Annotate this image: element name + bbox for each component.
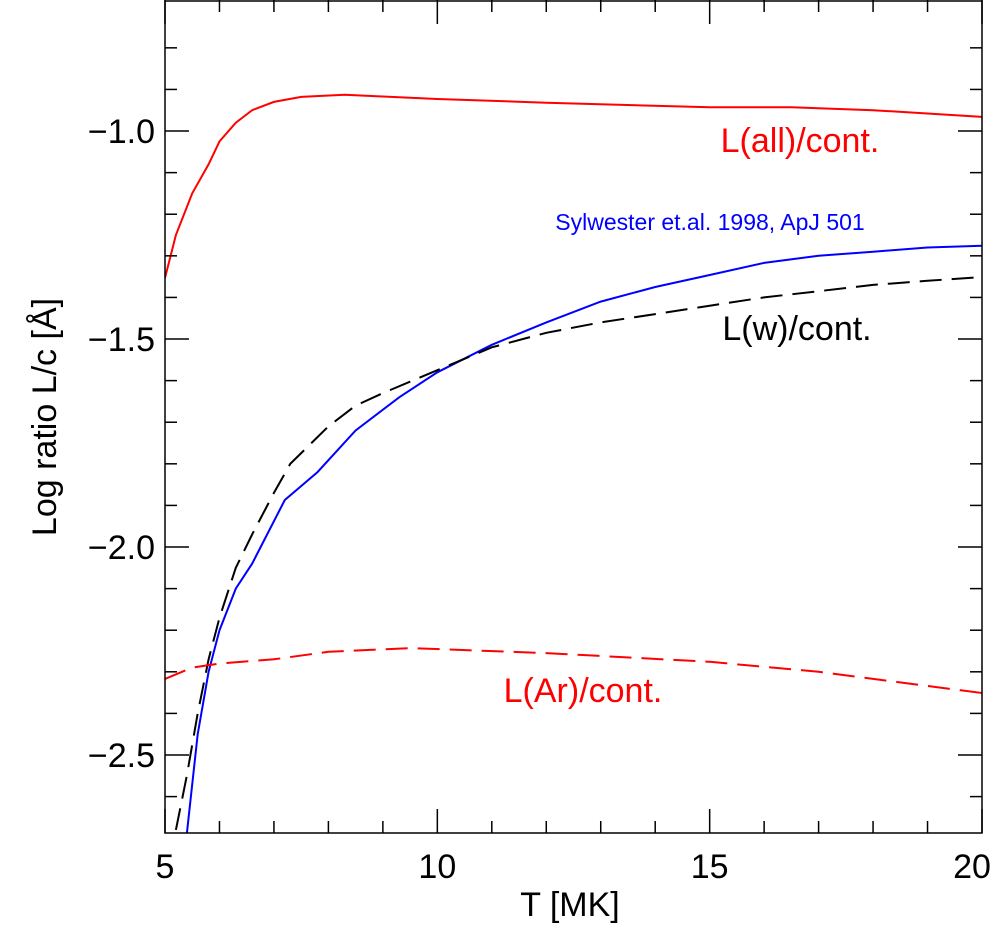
series-line	[165, 647, 982, 694]
x-tick-label: 15	[691, 848, 729, 886]
series-label: L(Ar)/cont.	[504, 672, 663, 710]
series-line	[174, 276, 982, 831]
y-tick-label: −1.0	[88, 113, 155, 151]
series-line	[165, 93, 982, 279]
x-tick-label: 10	[418, 848, 456, 886]
series-label: Sylwester et.al. 1998, ApJ 501	[555, 209, 864, 235]
y-tick-label: −2.0	[88, 529, 155, 567]
x-tick-label: 20	[953, 848, 991, 886]
x-tick-label: 5	[156, 848, 175, 886]
y-tick-label: −1.5	[88, 321, 155, 359]
y-axis-label: Log ratio L/c [Å]	[26, 298, 64, 536]
y-tick-label: −2.5	[88, 737, 155, 775]
series-label: L(w)/cont.	[722, 310, 871, 348]
x-axis-label: T [MK]	[520, 886, 620, 924]
series-line	[185, 244, 982, 833]
plot-frame	[164, 0, 983, 834]
series-label: L(all)/cont.	[721, 122, 880, 160]
